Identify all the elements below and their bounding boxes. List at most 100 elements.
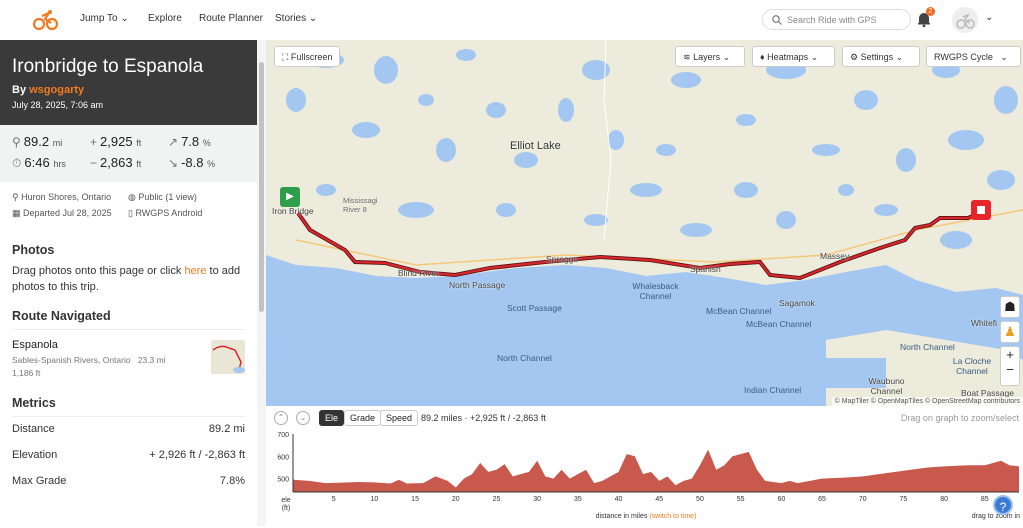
x-tick-label: 45 <box>655 496 663 503</box>
road <box>603 40 612 241</box>
add-photos-link[interactable]: here <box>184 265 207 277</box>
sidebar-scrollbar[interactable] <box>257 40 266 526</box>
x-tick-label: 20 <box>452 496 460 503</box>
stat-max-grade: ↗ 7.8 % <box>168 134 211 149</box>
metric-row: Max Grade 7.8% <box>12 475 245 487</box>
heatmaps-button[interactable]: ♦ Heatmaps ⌄ <box>752 46 835 67</box>
stat-elev-gain: +2,925 ft <box>90 134 142 149</box>
lake <box>776 211 796 229</box>
stat-min-grade: ↘ -8.8 % <box>168 155 216 170</box>
lake <box>671 72 701 88</box>
map-label: Scott Passage <box>507 303 562 313</box>
top-nav: Jump To ⌄ Explore Route Planner Stories … <box>0 0 1023 40</box>
map[interactable]: ⛶ Fullscreen ≋ Layers ⌄ ♦ Heatmaps ⌄ ⚙ S… <box>266 40 1023 406</box>
pegman-icon[interactable]: ♟ <box>1000 321 1020 343</box>
lake <box>736 114 756 126</box>
start-marker-icon[interactable]: ▶ <box>280 187 300 207</box>
trip-meta: ⚲ Huron Shores, Ontario ◍ Public (1 view… <box>0 182 257 229</box>
basemap-select[interactable]: RWGPS Cycle ⌄ <box>926 46 1021 67</box>
tab-speed[interactable]: Speed <box>380 410 419 426</box>
collapse-down-button[interactable]: ⌄ <box>296 411 310 425</box>
device: ▯ RWGPS Android <box>128 208 203 218</box>
photos-section: Photos Drag photos onto this page or cli… <box>0 243 257 295</box>
map-label: Sagamok <box>779 298 815 308</box>
expand-up-button[interactable]: ⌃ <box>274 411 288 425</box>
route-navigated-heading: Route Navigated <box>12 309 111 323</box>
elevation-area <box>293 449 1019 492</box>
distance-icon: ⚲ <box>12 135 21 149</box>
lake <box>352 122 380 138</box>
map-label: Iron Bridge <box>272 206 314 216</box>
end-marker-icon[interactable] <box>971 200 991 220</box>
nav-route-planner[interactable]: Route Planner <box>199 13 263 24</box>
avatar[interactable] <box>952 7 978 33</box>
rwgps-logo[interactable] <box>33 9 59 31</box>
bell-icon[interactable] <box>917 11 931 27</box>
lake <box>374 56 398 84</box>
calendar-icon: ▦ <box>12 208 21 218</box>
drag-to-zoom-hint: drag to zoom in <box>972 513 1020 520</box>
layers-button[interactable]: ≋ Layers ⌄ <box>675 46 745 67</box>
fullscreen-button[interactable]: ⛶ Fullscreen <box>274 46 341 67</box>
nav-stories[interactable]: Stories ⌄ <box>275 13 318 24</box>
tab-ele[interactable]: Ele <box>319 410 345 426</box>
y-tick-label: 600 <box>277 454 289 461</box>
y-axis-label: (ft) <box>282 505 291 512</box>
question-icon: ? <box>999 500 1007 514</box>
tab-grade[interactable]: Grade <box>344 410 382 426</box>
author-link[interactable]: wsgogarty <box>29 84 85 96</box>
map-attribution: © MapTiler © OpenMapTiles © OpenStreetMa… <box>831 397 1023 406</box>
metrics-heading: Metrics <box>12 396 56 410</box>
switch-to-time-link[interactable]: (switch to time) <box>649 513 696 520</box>
gear-icon: ⚙ <box>850 52 859 62</box>
map-label: North Channel <box>900 342 955 352</box>
y-tick-label: 700 <box>277 432 289 439</box>
x-axis-label: distance in miles (switch to time) <box>596 513 697 520</box>
account-chevron-icon[interactable]: ⌄ <box>985 12 994 23</box>
departed: ▦ Departed Jul 28, 2025 <box>12 208 112 218</box>
lake <box>496 203 516 217</box>
route-thumbnail[interactable] <box>211 340 245 374</box>
trip-sidebar: Ironbridge to Espanola By wsgogarty July… <box>0 40 257 526</box>
x-tick-label: 25 <box>493 496 501 503</box>
nav-explore[interactable]: Explore <box>148 13 182 24</box>
street-view-icon[interactable]: ☗ <box>1000 296 1020 318</box>
help-button[interactable]: ? <box>993 495 1013 515</box>
x-tick-label: 75 <box>900 496 908 503</box>
lake <box>838 184 854 196</box>
trip-header: Ironbridge to Espanola By wsgogarty July… <box>0 40 257 125</box>
lake <box>812 144 840 156</box>
notification-badge: 2 <box>926 7 935 16</box>
elevation-summary: 89.2 miles · +2,925 ft / -2,863 ft <box>421 413 546 423</box>
search-input[interactable]: Search Ride with GPS <box>762 9 911 30</box>
lake <box>854 90 878 110</box>
lake <box>734 182 758 198</box>
nav-jump-to[interactable]: Jump To ⌄ <box>80 13 129 24</box>
stat-duration: ⏱ 6:46 hrs <box>12 155 66 170</box>
water-channel <box>826 358 886 388</box>
trip-title: Ironbridge to Espanola <box>12 56 204 77</box>
lake <box>584 214 608 226</box>
metrics-section: Metrics Distance 89.2 mi Elevation + 2,926… <box>0 396 257 495</box>
metric-row: Distance 89.2 mi <box>12 423 245 435</box>
map-label: Blind River <box>398 268 440 278</box>
x-tick-label: 15 <box>411 496 419 503</box>
search-icon <box>772 15 782 25</box>
layers-icon: ≋ <box>683 52 691 62</box>
map-label: Waubuno Channel <box>868 376 905 396</box>
map-canvas[interactable] <box>266 40 1023 406</box>
trip-stats: ⚲ 89.2 mi +2,925 ft ↗ 7.8 % ⏱ 6:46 hrs −2,8… <box>0 125 257 182</box>
x-tick-label: 65 <box>818 496 826 503</box>
map-label: Spanish <box>690 264 721 274</box>
zoom-out-button[interactable]: − <box>1006 362 1014 377</box>
map-label: La Cloche Channel <box>952 356 992 376</box>
route-card[interactable]: Espanola Sables-Spanish Rivers, Ontario … <box>12 330 245 382</box>
elevation-panel: ⌃ ⌄ Ele Grade Speed 89.2 miles · +2,925 … <box>266 406 1023 526</box>
route-name[interactable]: Espanola <box>12 339 58 351</box>
lake <box>940 231 972 249</box>
zoom-in-button[interactable]: + <box>1006 347 1014 362</box>
elevation-chart[interactable]: 500 600 700 5 10 15 20 25 30 35 40 45 50 55 60 65 70 75 80… <box>266 428 1023 528</box>
lake <box>418 94 434 106</box>
x-tick-label: 40 <box>615 496 623 503</box>
settings-button[interactable]: ⚙ Settings ⌄ <box>842 46 920 67</box>
